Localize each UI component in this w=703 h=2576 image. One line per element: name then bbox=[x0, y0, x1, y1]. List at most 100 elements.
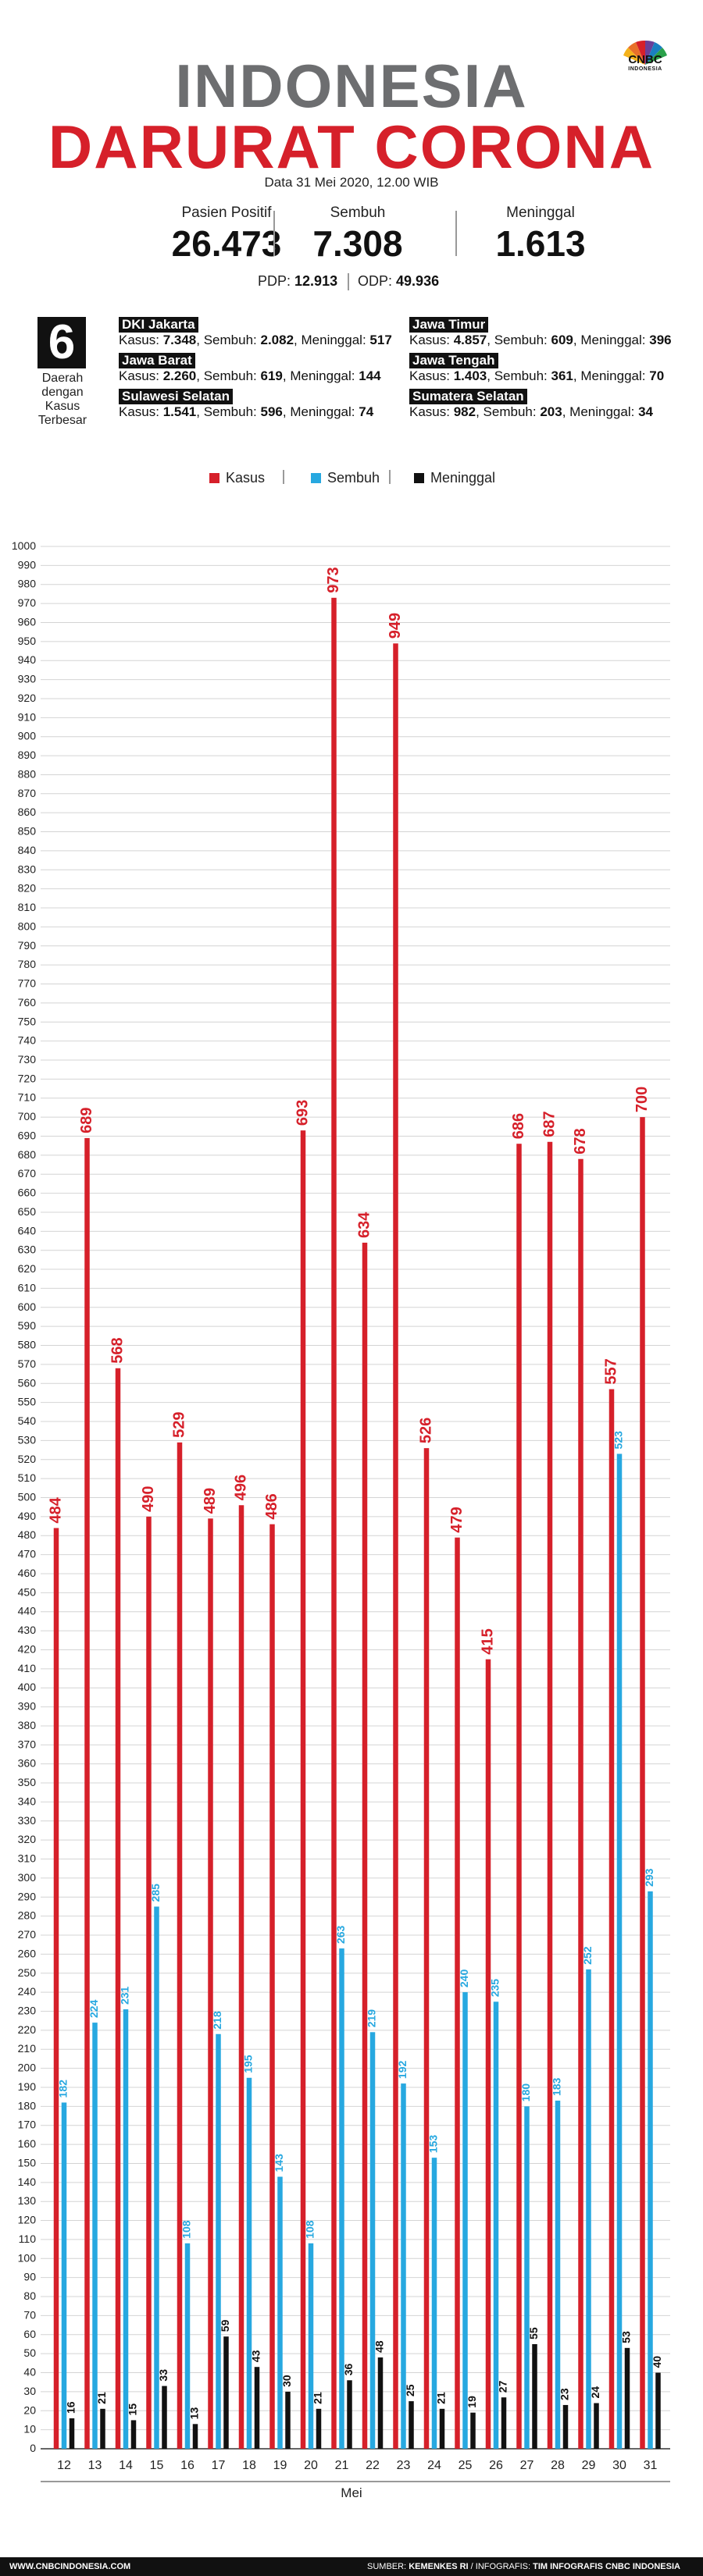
x-tick-label: 31 bbox=[644, 2459, 658, 2472]
x-tick-label: 22 bbox=[366, 2459, 380, 2472]
y-tick-label: 870 bbox=[18, 787, 37, 799]
bar-meninggal bbox=[285, 2391, 291, 2449]
legend-divider bbox=[389, 470, 391, 484]
y-tick-label: 670 bbox=[18, 1167, 37, 1179]
bar-sembuh bbox=[431, 2158, 437, 2449]
stat-label: Pasien Positif bbox=[181, 205, 272, 221]
y-tick-label: 140 bbox=[18, 2176, 37, 2188]
y-tick-label: 80 bbox=[23, 2290, 36, 2302]
data-label-kasus: 486 bbox=[263, 1493, 280, 1519]
y-tick-label: 770 bbox=[18, 977, 37, 990]
y-tick-label: 220 bbox=[18, 2023, 37, 2036]
y-tick-label: 240 bbox=[18, 1985, 37, 1998]
data-label-meninggal: 24 bbox=[589, 2386, 601, 2399]
stat-value: 26.473 bbox=[171, 223, 282, 264]
legend-divider bbox=[283, 470, 284, 484]
x-tick-label: 23 bbox=[397, 2459, 411, 2472]
data-label-meninggal: 53 bbox=[620, 2331, 633, 2343]
y-tick-label: 690 bbox=[18, 1129, 37, 1141]
bar-kasus bbox=[177, 1442, 183, 2449]
y-tick-label: 210 bbox=[18, 2042, 37, 2055]
region-stats: Kasus: 7.348, Sembuh: 2.082, Meninggal: … bbox=[119, 333, 392, 347]
y-tick-label: 560 bbox=[18, 1376, 37, 1389]
bar-meninggal bbox=[409, 2401, 414, 2449]
footer-source: SUMBER: KEMENKES RI / INFOGRAFIS: TIM IN… bbox=[367, 2562, 680, 2571]
y-tick-label: 1000 bbox=[12, 539, 36, 552]
stat-label: Meninggal bbox=[506, 205, 575, 221]
y-tick-label: 650 bbox=[18, 1205, 37, 1218]
data-label-meninggal: 21 bbox=[312, 2392, 324, 2404]
bar-kasus bbox=[516, 1144, 522, 2449]
y-tick-label: 530 bbox=[18, 1433, 37, 1446]
x-tick-label: 28 bbox=[551, 2459, 565, 2472]
y-tick-label: 940 bbox=[18, 653, 37, 666]
y-tick-label: 50 bbox=[23, 2347, 36, 2359]
y-tick-label: 400 bbox=[18, 1681, 37, 1693]
odp-value: 49.936 bbox=[396, 273, 440, 289]
region-item: Sulawesi Selatan Kasus: 1.541, Sembuh: 59… bbox=[119, 389, 373, 420]
data-label-meninggal: 21 bbox=[95, 2392, 108, 2404]
bar-kasus bbox=[331, 597, 337, 2449]
legend-kasus: Kasus bbox=[209, 470, 265, 486]
data-label-meninggal: 16 bbox=[65, 2401, 77, 2414]
x-tick-label: 26 bbox=[489, 2459, 503, 2472]
y-tick-label: 830 bbox=[18, 863, 37, 875]
bar-meninggal bbox=[655, 2372, 661, 2449]
stat-positif: Pasien Positif 26.473 bbox=[125, 205, 328, 264]
pdp-divider bbox=[348, 273, 349, 290]
bar-meninggal bbox=[562, 2404, 569, 2449]
data-label-sembuh: 182 bbox=[57, 2080, 70, 2098]
bar-kasus bbox=[455, 1537, 460, 2449]
region-name: Sumatera Selatan bbox=[409, 389, 527, 404]
bar-sembuh bbox=[586, 1969, 591, 2449]
bar-kasus bbox=[238, 1505, 244, 2449]
region-stats: Kasus: 4.857, Sembuh: 609, Meninggal: 39… bbox=[409, 333, 672, 347]
bar-sembuh bbox=[277, 2176, 283, 2449]
y-tick-label: 750 bbox=[18, 1015, 37, 1027]
y-tick-label: 380 bbox=[18, 1719, 37, 1731]
y-tick-label: 370 bbox=[18, 1738, 37, 1750]
peacock-logo-icon bbox=[623, 40, 667, 65]
region-stats: Kasus: 1.541, Sembuh: 596, Meninggal: 74 bbox=[119, 404, 374, 419]
data-label-kasus: 526 bbox=[417, 1418, 434, 1443]
region-item: Sumatera Selatan Kasus: 982, Sembuh: 203,… bbox=[409, 389, 653, 420]
region-count-badge: 6 bbox=[37, 317, 86, 368]
y-tick-label: 100 bbox=[18, 2251, 37, 2264]
data-label-kasus: 490 bbox=[140, 1485, 157, 1511]
y-tick-label: 820 bbox=[18, 882, 37, 895]
data-label-sembuh: 153 bbox=[427, 2135, 440, 2154]
bar-kasus bbox=[115, 1368, 121, 2449]
pdp-label: PDP: bbox=[258, 273, 291, 289]
bar-kasus bbox=[485, 1659, 491, 2449]
y-tick-label: 330 bbox=[18, 1814, 37, 1827]
data-label-meninggal: 48 bbox=[373, 2340, 386, 2353]
bar-meninggal bbox=[470, 2412, 476, 2449]
footer-bar bbox=[0, 2557, 703, 2576]
bar-meninggal bbox=[254, 2367, 260, 2449]
y-tick-label: 290 bbox=[18, 1890, 37, 1902]
bar-meninggal bbox=[223, 2336, 229, 2449]
y-tick-label: 0 bbox=[30, 2442, 36, 2454]
data-label-meninggal: 15 bbox=[127, 2403, 139, 2416]
bar-kasus bbox=[547, 1141, 553, 2449]
data-label-kasus: 529 bbox=[170, 1411, 187, 1437]
region-name: Sulawesi Selatan bbox=[119, 389, 233, 404]
region-stats: Kasus: 1.403, Sembuh: 361, Meninggal: 70 bbox=[409, 368, 665, 383]
data-label-kasus: 568 bbox=[109, 1337, 126, 1363]
legend-swatch bbox=[209, 473, 219, 483]
y-tick-label: 230 bbox=[18, 2004, 37, 2016]
region-item: Jawa Tengah Kasus: 1.403, Sembuh: 361, Me… bbox=[409, 353, 664, 384]
data-label-sembuh: 240 bbox=[458, 1969, 470, 1988]
data-label-meninggal: 25 bbox=[404, 2384, 416, 2396]
y-tick-label: 740 bbox=[18, 1034, 37, 1047]
bar-kasus bbox=[300, 1130, 306, 2449]
y-tick-label: 720 bbox=[18, 1072, 37, 1084]
y-tick-label: 360 bbox=[18, 1757, 37, 1770]
data-label-kasus: 693 bbox=[294, 1100, 311, 1126]
data-label-kasus: 949 bbox=[387, 613, 404, 639]
region-count-caption: Daerah dengan Kasus Terbesar bbox=[37, 372, 87, 427]
y-tick-label: 950 bbox=[18, 635, 37, 647]
y-tick-label: 150 bbox=[18, 2156, 37, 2169]
data-label-kasus: 634 bbox=[355, 1212, 373, 1238]
bar-meninggal bbox=[130, 2420, 137, 2449]
